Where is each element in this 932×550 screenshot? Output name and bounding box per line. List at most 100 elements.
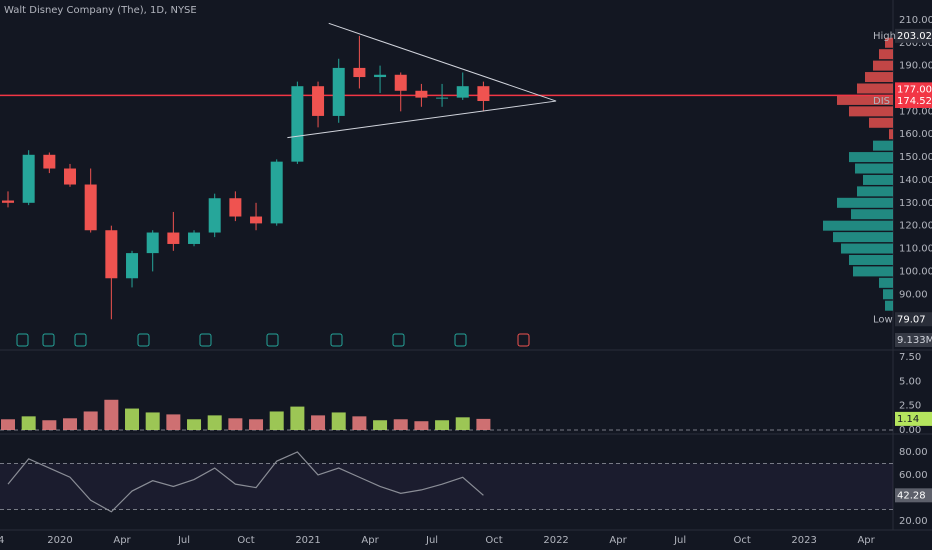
volume-overlay-value: 9.133M [897, 335, 932, 346]
price-label-name: High [873, 31, 896, 42]
x-tick-label: Apr [113, 535, 131, 546]
volume-bar [228, 418, 243, 430]
volume-bar [352, 416, 367, 430]
volume-bar [207, 415, 222, 430]
candle-body [167, 232, 180, 244]
volume-profile-bar [849, 106, 893, 117]
candle-body [22, 154, 35, 203]
y-tick-label: 190.00 [899, 61, 932, 72]
volume-bar [125, 408, 140, 430]
candle-body [456, 86, 469, 98]
volume-bar [104, 399, 119, 430]
price-label-name: Low [873, 314, 893, 325]
volume-profile-bar [873, 140, 893, 151]
x-tick-label: 2022 [543, 535, 568, 546]
rsi-last-badge [895, 488, 932, 503]
volume-profile-bar [833, 232, 893, 243]
x-tick-label: Jul [177, 535, 190, 546]
candle-body [126, 253, 139, 279]
y-tick-label: 140.00 [899, 175, 932, 186]
volume-last-badge [895, 411, 932, 426]
volume-bar [83, 411, 98, 430]
volume-tick-label: 5.00 [899, 376, 921, 387]
price-label-value: 79.07 [897, 314, 926, 325]
candle-body [353, 67, 366, 78]
x-tick-label: 14 [0, 535, 4, 546]
volume-bar [393, 419, 408, 430]
trendline [287, 100, 557, 139]
candle-body [394, 74, 407, 91]
volume-profile-bar [855, 163, 893, 174]
x-tick-label: 2020 [47, 535, 72, 546]
volume-bar [455, 417, 470, 430]
volume-profile-bar [851, 209, 893, 220]
volume-bar [435, 420, 450, 430]
earnings-icon [42, 333, 55, 347]
volume-profile-bar [863, 174, 893, 185]
candle-body [436, 97, 449, 99]
y-tick-label: 110.00 [899, 244, 932, 255]
volume-bar [373, 420, 388, 430]
y-tick-label: 210.00 [899, 15, 932, 26]
earnings-icon [266, 333, 279, 347]
candle-body [146, 232, 159, 254]
volume-profile-bar [837, 94, 893, 105]
volume-profile-bar [841, 243, 893, 254]
y-tick-label: 100.00 [899, 266, 932, 277]
candle-body [332, 67, 345, 116]
candle-body [291, 86, 304, 162]
candle-body [270, 161, 283, 224]
volume-profile-bar [869, 117, 893, 128]
volume-bar [166, 414, 181, 430]
volume-bar [42, 420, 57, 430]
price-label-value: 177.00 [897, 84, 932, 95]
volume-profile-bar [865, 72, 893, 83]
volume-bar [249, 419, 264, 430]
candle-body [105, 230, 118, 279]
volume-profile-bar [879, 277, 893, 288]
x-tick-label: 2023 [791, 535, 816, 546]
volume-profile-bar [885, 300, 893, 311]
candle-body [374, 74, 387, 78]
candle-body [84, 184, 97, 231]
candle-body [312, 86, 325, 116]
x-tick-label: Apr [609, 535, 627, 546]
y-tick-label: 160.00 [899, 129, 932, 140]
candle-body [208, 198, 221, 233]
chart-title: Walt Disney Company (The), 1D, NYSE [4, 5, 197, 16]
earnings-icon [74, 333, 87, 347]
volume-profile-bar [873, 60, 893, 71]
volume-bar [21, 416, 36, 430]
rsi-line [7, 451, 484, 513]
earnings-icon [137, 333, 150, 347]
volume-profile-bar [849, 152, 893, 163]
volume-profile-bar [883, 289, 893, 300]
candle-body [415, 90, 428, 98]
volume-profile-bar [823, 220, 893, 231]
candle-body [64, 168, 77, 185]
candle-body [229, 198, 242, 217]
x-tick-label: Jul [673, 535, 686, 546]
volume-profile-bar [857, 186, 893, 197]
price-label-badge [895, 28, 932, 43]
x-tick-label: Apr [361, 535, 379, 546]
volume-bar [63, 418, 78, 430]
x-tick-label: Oct [237, 535, 254, 546]
volume-bar [1, 419, 15, 430]
volume-overlay-badge [895, 333, 932, 347]
earnings-icon [330, 333, 343, 347]
earnings-icon [392, 333, 405, 347]
rsi-tick-label: 80.00 [899, 447, 928, 458]
trendline [328, 22, 557, 102]
volume-bar [269, 411, 284, 430]
x-tick-label: Oct [485, 535, 502, 546]
price-label-name: DIS [873, 96, 890, 107]
candle-body [250, 216, 263, 224]
price-label-badge [895, 82, 932, 97]
volume-profile-bar [879, 49, 893, 60]
price-label-value: 174.52 [897, 96, 932, 107]
y-tick-label: 90.00 [899, 289, 928, 300]
volume-tick-label: 0.00 [899, 425, 921, 436]
volume-profile-bar [857, 83, 893, 94]
